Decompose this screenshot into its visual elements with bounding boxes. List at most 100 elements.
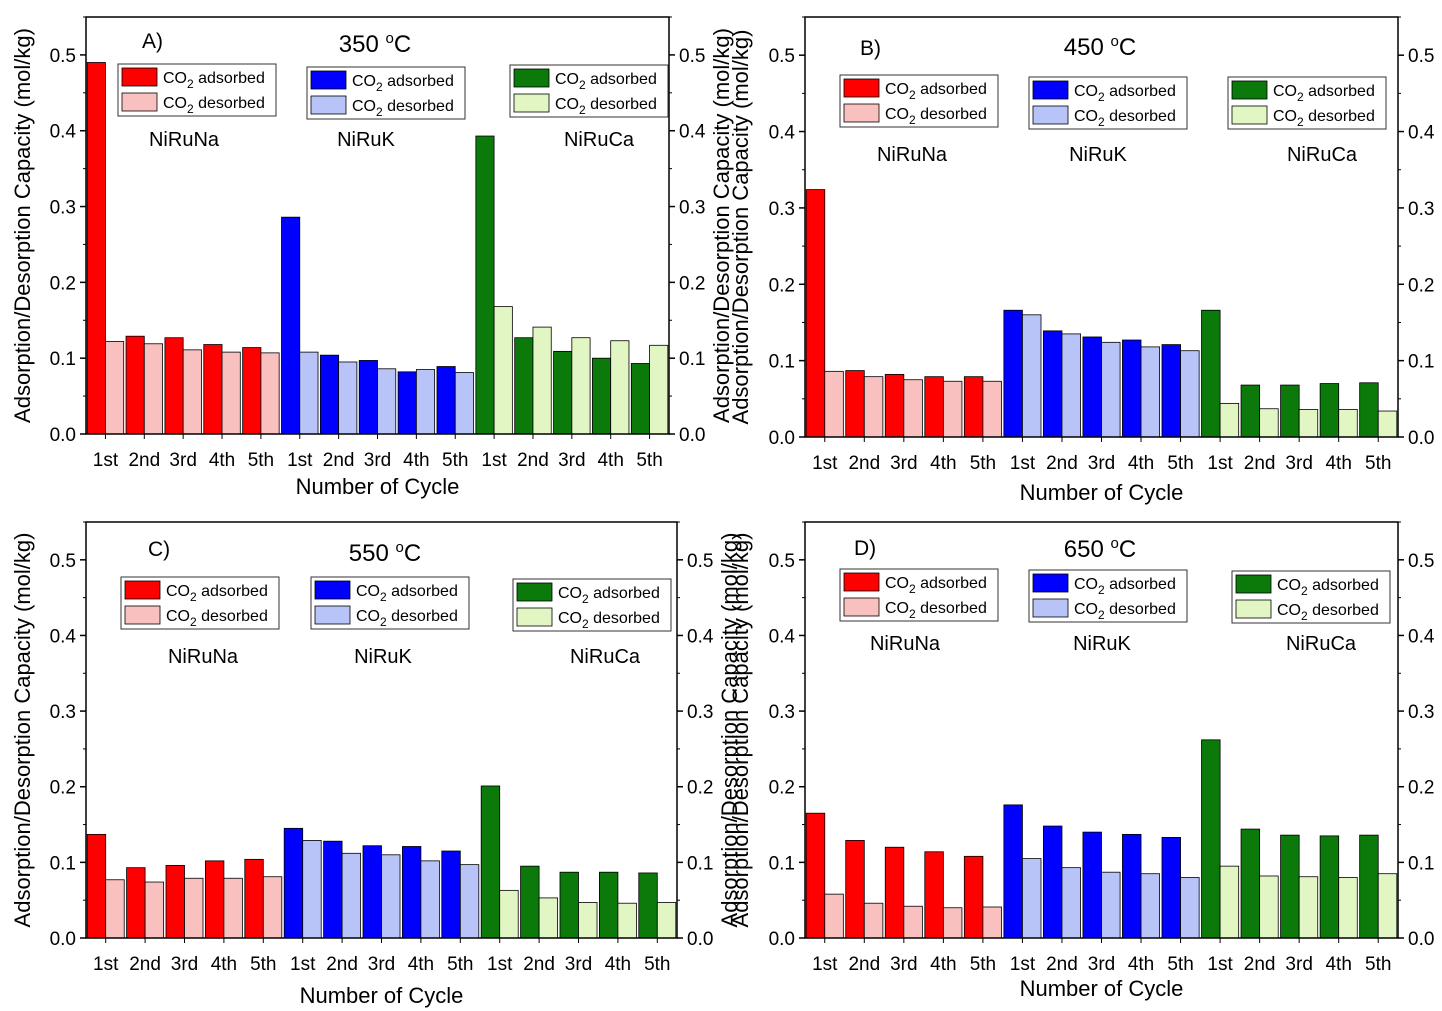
y-tick-label-right: 0.0 (1408, 929, 1434, 950)
legend-swatch-adsorbed (1032, 80, 1069, 100)
x-tick-label: 2nd (129, 954, 161, 975)
bar-desorbed (184, 877, 204, 939)
bar-adsorbed (242, 347, 262, 435)
x-tick-label: 3rd (171, 954, 198, 975)
bar-adsorbed (1201, 309, 1221, 438)
bar-desorbed (262, 876, 283, 939)
bar-desorbed (1022, 858, 1042, 939)
x-tick-label: 1st (287, 450, 313, 471)
y-tick-label-right: 0.3 (1408, 702, 1434, 723)
bar-adsorbed (244, 858, 264, 939)
x-tick-label: 4th (1128, 954, 1154, 975)
y-tick-label-right: 0.1 (1408, 352, 1434, 373)
x-tick-label: 2nd (1244, 453, 1276, 474)
x-tick-label: 1st (481, 450, 507, 471)
y-axis-label: Adsorption/Desorption Capacity (mol/kg) (10, 533, 35, 928)
x-axis-label: Number of Cycle (1020, 976, 1184, 1001)
x-tick-label: 3rd (558, 450, 585, 471)
x-tick-label: 5th (250, 954, 276, 975)
bar-adsorbed (924, 851, 944, 939)
bar-desorbed (942, 380, 963, 438)
legend-swatch-adsorbed (310, 70, 347, 90)
bar-adsorbed (441, 850, 461, 939)
bar-desorbed (532, 326, 552, 435)
group-label-niruk: NiRuK (337, 129, 395, 151)
legend-label-desorbed: CO2 desorbed (1074, 601, 1176, 622)
bar-desorbed (499, 889, 519, 939)
y-tick-label: 0.2 (50, 778, 76, 799)
bar-adsorbed (1319, 835, 1340, 939)
x-tick-label: 1st (812, 954, 838, 975)
group-label-niruk: NiRuK (1073, 633, 1131, 655)
group-label-niruna: NiRuNa (877, 144, 948, 166)
bar-adsorbed (884, 846, 905, 939)
legend-label-adsorbed: CO2 adsorbed (1074, 576, 1176, 597)
bar-adsorbed (125, 335, 145, 435)
legend-swatch-desorbed (843, 103, 880, 123)
legend-label-adsorbed: CO2 adsorbed (1273, 83, 1375, 104)
y-tick-label-right: 0.0 (679, 425, 705, 446)
legend-label-adsorbed: CO2 adsorbed (356, 583, 458, 604)
legend-swatch-desorbed (1032, 598, 1069, 618)
x-tick-label: 4th (209, 450, 235, 471)
bar-desorbed (1338, 877, 1358, 939)
legend-label-adsorbed: CO2 adsorbed (163, 70, 265, 91)
legend-swatch-desorbed (314, 605, 351, 625)
y-axis-label: Adsorption/Desorption Capacity (mol/kg) (10, 28, 35, 423)
bar-adsorbed (1082, 831, 1102, 939)
chart-panel-a: 0.0 0.0 0.1 0.1 0.2 0.2 0.3 0.3 0.4 0.4 0.5 0.5 1st 2… (10, 16, 734, 499)
bar-adsorbed (86, 62, 106, 435)
legend-niruca: CO2 adsorbed CO2 desorbed (1231, 570, 1391, 624)
bar-desorbed (299, 351, 319, 435)
x-tick-label: 3rd (1285, 453, 1312, 474)
x-tick-label: 4th (930, 954, 956, 975)
bar-desorbed (649, 344, 669, 435)
x-tick-label: 3rd (890, 954, 917, 975)
y-tick-label-right: 0.1 (687, 853, 713, 874)
x-tick-label: 4th (408, 954, 434, 975)
bar-desorbed (824, 370, 844, 438)
x-tick-label: 2nd (848, 453, 880, 474)
x-tick-label: 2nd (848, 954, 880, 975)
bar-adsorbed (480, 785, 501, 939)
bar-adsorbed (1042, 825, 1063, 939)
bar-desorbed (1140, 873, 1161, 939)
x-tick-label: 5th (447, 954, 473, 975)
y-tick-label-right: 0.2 (1408, 778, 1434, 799)
bar-adsorbed (203, 344, 223, 435)
y-tick-label: 0.2 (50, 273, 76, 294)
bar-adsorbed (592, 357, 612, 435)
bar-desorbed (1259, 408, 1279, 438)
bar-desorbed (381, 854, 401, 939)
bar-desorbed (942, 907, 963, 939)
bar-desorbed (617, 902, 637, 939)
legend-niruna: CO2 adsorbed CO2 desorbed (117, 63, 277, 117)
panel-label: A) (142, 30, 163, 53)
legend-label-adsorbed: CO2 adsorbed (555, 71, 657, 92)
legend-swatch-adsorbed (1231, 80, 1268, 100)
bar-desorbed (338, 361, 358, 435)
x-tick-label: 4th (605, 954, 631, 975)
bar-adsorbed (475, 135, 495, 435)
x-tick-label: 5th (1365, 954, 1391, 975)
y-axis-label: Adsorption/Desorption Capacity (mol/kg) (728, 30, 753, 425)
legend-label-desorbed: CO2 desorbed (558, 610, 660, 631)
y-tick-label-right: 0.2 (687, 778, 713, 799)
legend-swatch-desorbed (513, 93, 550, 113)
bar-adsorbed (1240, 384, 1261, 438)
bar-desorbed (144, 881, 165, 939)
y-axis-label-right: Adsorption/Desorption Capacity (mol/kg) (717, 533, 742, 928)
bar-desorbed (459, 864, 480, 939)
bar-desorbed (1061, 867, 1081, 939)
y-tick-label: 0.4 (50, 626, 77, 647)
legend-label-desorbed: CO2 desorbed (1273, 108, 1375, 129)
group-label-niruca: NiRuCa (564, 129, 635, 151)
x-axis-label: Number of Cycle (296, 474, 460, 499)
legend-niruca: CO2 adsorbed CO2 desorbed (509, 64, 669, 118)
bar-desorbed (105, 341, 125, 435)
y-tick-label: 0.5 (769, 46, 795, 67)
bar-adsorbed (1359, 382, 1379, 438)
bar-adsorbed (281, 216, 301, 435)
y-tick-label: 0.0 (50, 929, 76, 950)
x-tick-label: 3rd (1285, 954, 1312, 975)
